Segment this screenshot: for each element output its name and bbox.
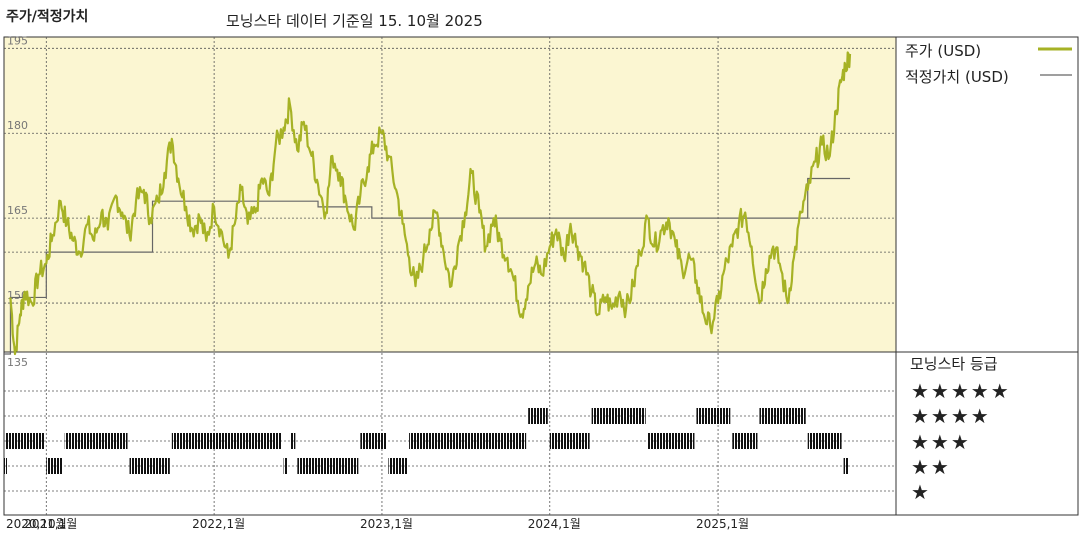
rating-bar [129,458,170,474]
rating-bar [5,433,45,449]
price-panel-background [4,37,896,352]
data-date-subtitle: 모닝스타 데이터 기준일 15. 10월 2025 [226,12,483,30]
fair-value-line [4,177,851,355]
rating-bar [843,458,849,474]
rating-bar [732,433,758,449]
rating-bar [4,458,7,474]
y-tick-label: 135 [7,356,28,369]
y-tick-label: 165 [7,204,28,217]
stars-4: ★★★★ [911,404,991,428]
rating-bar [807,433,842,449]
rating-bar [759,408,806,424]
legend-price: 주가 (USD) [905,42,982,60]
rating-bar [409,433,527,449]
rating-title: 모닝스타 등급 [910,355,998,373]
legend-fair-value: 적정가치 (USD) [905,68,1009,86]
stars-5: ★★★★★ [911,379,1011,403]
rating-bar [591,408,646,424]
rating-bar [171,433,282,449]
rating-bar [283,458,288,474]
legend-swatches [1038,47,1072,76]
x-tick-label: 2023,1월 [360,517,413,531]
stars-1: ★ [911,480,931,504]
rating-bar [289,433,296,449]
y-tick-label: 180 [7,119,28,132]
chart-frame [3,36,1079,516]
chart-title: 주가/적정가치 [6,9,89,25]
x-tick-label: 2021,1월 [24,517,77,531]
rating-bar [549,433,590,449]
rating-bar [46,458,63,474]
y-tick-label: 195 [7,34,28,47]
price-line [9,51,852,356]
rating-bar [696,408,731,424]
rating-bar [528,408,548,424]
rating-bars [4,390,896,492]
price-series-line [9,51,852,356]
rating-bar [647,433,695,449]
stars-2: ★★ [911,455,951,479]
x-tick-label: 2022,1월 [192,517,245,531]
rating-bar [360,433,387,449]
fair-value-step-line [4,177,851,355]
stars-3: ★★★ [911,430,971,454]
x-tick-label: 2020,10월 [6,517,67,531]
rating-bar [297,458,359,474]
rating-bar [64,433,128,449]
outer-border [3,36,1079,516]
rating-bar [388,458,408,474]
x-tick-label: 2025,1월 [696,517,749,531]
x-tick-label: 2024,1월 [528,517,581,531]
